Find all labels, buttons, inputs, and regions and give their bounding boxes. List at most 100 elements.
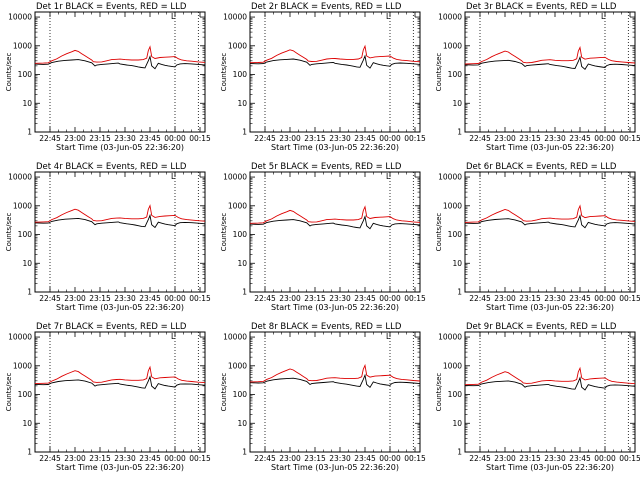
y-tick-label: 10 <box>452 259 462 268</box>
series-line-events <box>249 214 421 230</box>
series-line-lld <box>464 204 636 223</box>
x-tick-label: 23:30 <box>114 454 136 463</box>
x-tick-label: 23:15 <box>519 294 541 303</box>
y-tick-label: 100 <box>18 230 33 239</box>
y-tick-label: 10000 <box>438 333 462 342</box>
x-tick-label: 22:45 <box>39 454 61 463</box>
x-tick-label: 00:00 <box>379 134 401 143</box>
plot-frame <box>249 171 421 293</box>
x-tick-label: 22:45 <box>469 454 491 463</box>
x-axis-label: Start Time (03-Jun-05 22:36:20) <box>271 463 399 472</box>
y-axis-label: Counts/sec <box>5 53 13 92</box>
series-line-events <box>34 54 206 70</box>
y-tick-label: 1000 <box>228 361 247 370</box>
x-tick-label: 00:15 <box>619 134 640 143</box>
x-tick-label: 00:15 <box>189 134 211 143</box>
series-line-events <box>464 214 636 229</box>
x-tick-label: 23:00 <box>64 294 86 303</box>
corner-marker: L <box>601 12 606 21</box>
x-tick-label: 00:00 <box>594 134 616 143</box>
x-tick-label: 23:45 <box>354 294 376 303</box>
x-tick-label: 23:15 <box>304 454 326 463</box>
x-axis-label: Start Time (03-Jun-05 22:36:20) <box>486 143 614 152</box>
y-tick-label: 1000 <box>13 41 32 50</box>
series-line-lld <box>249 363 421 383</box>
y-tick-label: 100 <box>18 390 33 399</box>
x-axis-label: Start Time (03-Jun-05 22:36:20) <box>486 463 614 472</box>
y-tick-label: 100 <box>448 230 463 239</box>
x-tick-label: 22:45 <box>39 294 61 303</box>
x-tick-label: 00:15 <box>404 454 426 463</box>
y-tick-label: 1000 <box>13 361 32 370</box>
x-tick-label: 23:00 <box>279 134 301 143</box>
y-tick-label: 10 <box>22 99 32 108</box>
x-tick-label: 23:00 <box>64 454 86 463</box>
y-axis-label: Counts/sec <box>220 53 228 92</box>
x-tick-label: 23:45 <box>139 454 161 463</box>
x-axis-label: Start Time (03-Jun-05 22:36:20) <box>56 143 184 152</box>
y-tick-label: 100 <box>233 390 248 399</box>
y-tick-label: 1 <box>457 288 462 297</box>
y-tick-label: 1 <box>27 128 32 137</box>
x-tick-label: 00:15 <box>189 454 211 463</box>
plot-frame <box>464 331 636 453</box>
y-tick-label: 100 <box>448 70 463 79</box>
y-tick-label: 1 <box>457 448 462 457</box>
panel-title: Det 1r BLACK = Events, RED = LLD <box>36 2 187 12</box>
y-axis-label: Counts/sec <box>5 373 13 412</box>
x-tick-label: 00:15 <box>189 294 211 303</box>
series-line-lld <box>464 45 636 65</box>
y-tick-label: 1 <box>242 448 247 457</box>
x-tick-label: 23:00 <box>64 134 86 143</box>
x-tick-label: 23:15 <box>89 454 111 463</box>
x-tick-label: 22:45 <box>469 134 491 143</box>
y-tick-label: 1000 <box>13 201 32 210</box>
x-tick-label: 23:00 <box>494 134 516 143</box>
x-tick-label: 23:30 <box>544 134 566 143</box>
corner-marker: L <box>171 172 176 181</box>
x-tick-label: 23:15 <box>304 294 326 303</box>
x-tick-label: 22:45 <box>469 294 491 303</box>
x-tick-label: 23:15 <box>519 134 541 143</box>
y-tick-label: 1 <box>27 448 32 457</box>
plot-frame <box>34 331 206 453</box>
x-axis-label: Start Time (03-Jun-05 22:36:20) <box>56 463 184 472</box>
series-line-events <box>464 376 636 391</box>
x-tick-label: 23:00 <box>494 294 516 303</box>
y-tick-label: 10 <box>237 99 247 108</box>
series-line-lld <box>34 45 206 64</box>
x-tick-label: 23:45 <box>354 454 376 463</box>
corner-marker: L <box>386 12 391 21</box>
x-tick-label: 23:00 <box>279 454 301 463</box>
plot-frame <box>249 11 421 133</box>
y-tick-label: 10 <box>237 259 247 268</box>
x-tick-label: 22:45 <box>254 454 276 463</box>
series-line-events <box>464 55 636 70</box>
y-axis-label: Counts/sec <box>220 213 228 252</box>
x-tick-label: 00:00 <box>594 454 616 463</box>
y-tick-label: 1 <box>242 128 247 137</box>
y-tick-label: 10000 <box>438 173 462 182</box>
x-tick-label: 00:15 <box>404 294 426 303</box>
plot-frame <box>464 11 636 133</box>
y-tick-label: 10000 <box>223 173 247 182</box>
y-tick-label: 1000 <box>443 41 462 50</box>
x-tick-label: 00:00 <box>379 294 401 303</box>
y-tick-label: 10 <box>452 419 462 428</box>
x-tick-label: 23:00 <box>279 294 301 303</box>
y-tick-label: 10000 <box>8 13 32 22</box>
panel-title: Det 6r BLACK = Events, RED = LLD <box>466 162 617 172</box>
x-tick-label: 22:45 <box>39 134 61 143</box>
y-tick-label: 10000 <box>8 333 32 342</box>
y-tick-label: 10 <box>237 419 247 428</box>
x-axis-label: Start Time (03-Jun-05 22:36:20) <box>271 303 399 312</box>
x-tick-label: 23:30 <box>114 294 136 303</box>
y-tick-label: 1000 <box>443 361 462 370</box>
y-axis-label: Counts/sec <box>435 213 443 252</box>
series-line-lld <box>464 366 636 386</box>
y-tick-label: 1 <box>457 128 462 137</box>
